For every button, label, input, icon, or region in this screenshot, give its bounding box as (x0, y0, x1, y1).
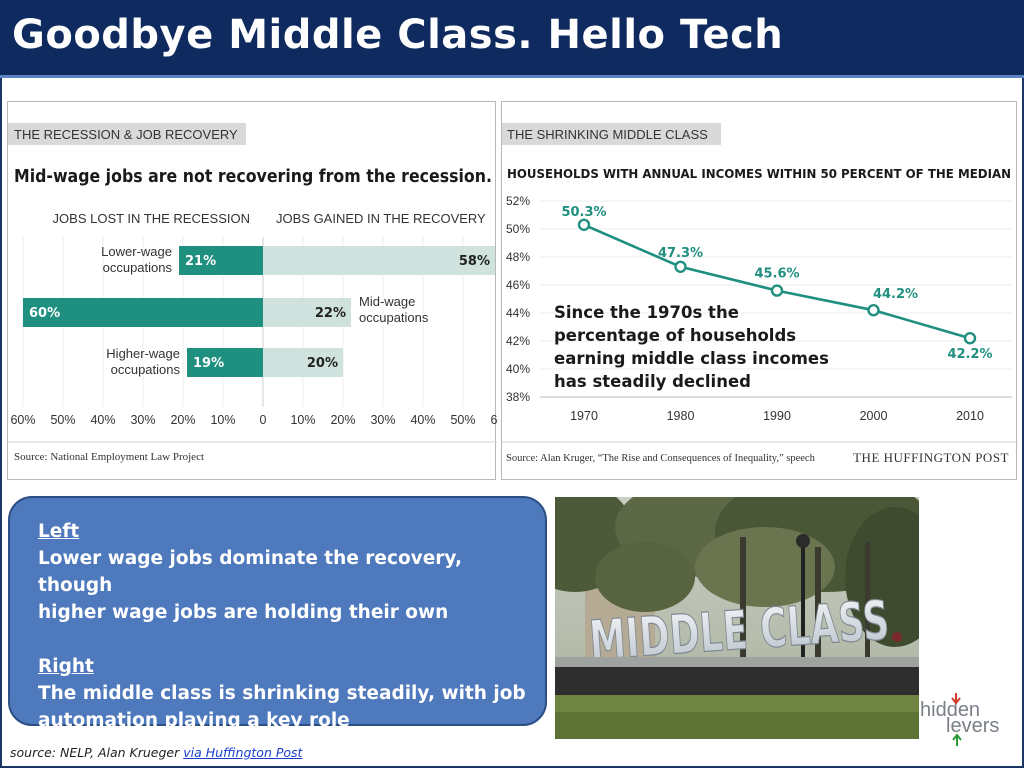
callout-left-heading: Left (38, 521, 80, 542)
logo-mark: hidden levers (920, 693, 999, 746)
annotation-line: Since the 1970s the (554, 303, 739, 322)
data-point (674, 260, 687, 274)
bar-jobs-lost (23, 298, 263, 327)
publisher-credit: THE HUFFINGTON POST (853, 450, 1009, 465)
callout-right-line-2: automation playing a key role (38, 710, 350, 731)
x-tick-label: 20% (170, 413, 195, 427)
jobs-chart-panel: THE RECESSION & JOB RECOVERY Mid-wage job… (7, 101, 497, 480)
middle-class-chart: THE SHRINKING MIDDLE CLASS HOUSEHOLDS WIT… (502, 123, 1018, 465)
middle-class-chart-panel: THE SHRINKING MIDDLE CLASS HOUSEHOLDS WIT… (501, 101, 1018, 480)
callout-right-line-1: The middle class is shrinking steadily, … (38, 683, 526, 704)
x-tick-label: 30% (370, 413, 395, 427)
bar-label-jobs-gained: 22% (315, 306, 346, 321)
x-tick-label: 20% (330, 413, 355, 427)
bar-jobs-gained (263, 246, 495, 275)
y-tick-label: 40% (506, 362, 530, 376)
category-label: occupations (359, 310, 429, 325)
category-label: Higher-wage (106, 346, 180, 361)
x-tick-label: 40% (90, 413, 115, 427)
callout-right-heading: Right (38, 656, 94, 677)
summary-callout: Left Lower wage jobs dominate the recove… (8, 496, 547, 731)
data-point (577, 218, 591, 232)
right-axis-caption: JOBS GAINED IN THE RECOVERY (276, 211, 486, 226)
x-tick-label: 1980 (667, 409, 695, 423)
bar-label-jobs-gained: 20% (307, 356, 338, 371)
category-label: Mid-wage (359, 294, 415, 309)
bar-jobs-gained (263, 298, 351, 327)
data-label: 44.2% (873, 287, 918, 302)
chart-title: HOUSEHOLDS WITH ANNUAL INCOMES WITHIN 50… (507, 166, 1011, 181)
header-tag-bg (502, 123, 721, 145)
y-tick-label: 44% (506, 306, 530, 320)
chart-title: Mid-wage jobs are not recovering from th… (14, 167, 492, 187)
data-point (963, 331, 977, 345)
x-tick-label: 10% (210, 413, 235, 427)
y-tick-label: 52% (506, 194, 530, 208)
middle-class-sculpture-photo: MIDDLE CLASS (555, 497, 919, 739)
category-label: Lower-wage (101, 244, 172, 259)
bar-jobs-lost (179, 246, 263, 275)
chart-source: Source: National Employment Law Project (14, 451, 204, 463)
callout-left-line-2: higher wage jobs are holding their own (38, 602, 449, 623)
title-bar: Goodbye Middle Class. Hello Tech (0, 0, 1024, 78)
bar-jobs-gained (263, 348, 343, 377)
annotation-line: percentage of households (554, 326, 796, 345)
x-tick-label: 2010 (956, 409, 984, 423)
chart-source: Source: Alan Kruger, “The Rise and Conse… (506, 453, 816, 464)
photo-illustration: MIDDLE CLASS (555, 497, 919, 739)
callout-left-line-1: Lower wage jobs dominate the recovery, t… (38, 548, 463, 596)
category-label: occupations (103, 260, 173, 275)
x-tick-label: 2000 (860, 409, 888, 423)
y-tick-label: 50% (506, 222, 530, 236)
slide-frame (0, 78, 1024, 768)
x-tick-label: 1990 (763, 409, 791, 423)
x-tick-label: 10% (290, 413, 315, 427)
data-label: 50.3% (561, 205, 606, 220)
callout-spacer (38, 626, 528, 653)
annotation-line: earning middle class incomes (554, 349, 829, 368)
annotation-line: has steadily declined (554, 372, 751, 391)
x-tick-label: 0 (260, 413, 267, 427)
slide-title: Goodbye Middle Class. Hello Tech (12, 12, 784, 58)
x-tick-label: 60% (10, 413, 35, 427)
data-point (770, 284, 784, 297)
bar-label-jobs-lost: 21% (185, 254, 216, 269)
hidden-levers-logo: hidden levers (914, 690, 1014, 750)
x-tick-label: 60% (490, 413, 497, 427)
x-tick-label: 50% (450, 413, 475, 427)
y-tick-label: 38% (506, 390, 530, 404)
data-label: 45.6% (754, 267, 799, 282)
bar-jobs-lost (187, 348, 263, 377)
data-label: 42.2% (947, 347, 992, 362)
y-tick-label: 46% (506, 278, 530, 292)
huffington-post-link[interactable]: via Huffington Post (183, 745, 303, 760)
logo-line-2: levers (946, 715, 999, 737)
bar-label-jobs-lost: 60% (29, 306, 60, 321)
category-label: occupations (111, 362, 181, 377)
logo-line-1: hidden (920, 699, 980, 721)
source-credit: source: NELP, Alan Krueger via Huffingto… (10, 745, 302, 760)
x-tick-label: 30% (130, 413, 155, 427)
data-point (867, 303, 880, 317)
header-tag-bg (8, 123, 246, 145)
data-label: 47.3% (658, 246, 703, 261)
x-tick-label: 50% (50, 413, 75, 427)
bar-label-jobs-gained: 58% (459, 254, 490, 269)
header-tag: THE RECESSION & JOB RECOVERY (14, 127, 238, 142)
down-arrow-icon (951, 693, 961, 705)
jobs-chart: THE RECESSION & JOB RECOVERY Mid-wage job… (8, 123, 497, 463)
source-prefix: source: NELP, Alan Krueger (10, 745, 184, 760)
y-tick-label: 48% (506, 250, 530, 264)
up-arrow-icon (952, 733, 962, 746)
callout-text: Left Lower wage jobs dominate the recove… (38, 518, 528, 734)
x-tick-label: 40% (410, 413, 435, 427)
bar-label-jobs-lost: 19% (193, 356, 224, 371)
x-tick-label: 1970 (570, 409, 598, 423)
header-tag: THE SHRINKING MIDDLE CLASS (507, 127, 708, 142)
y-tick-label: 42% (506, 334, 530, 348)
left-axis-caption: JOBS LOST IN THE RECESSION (53, 211, 250, 226)
